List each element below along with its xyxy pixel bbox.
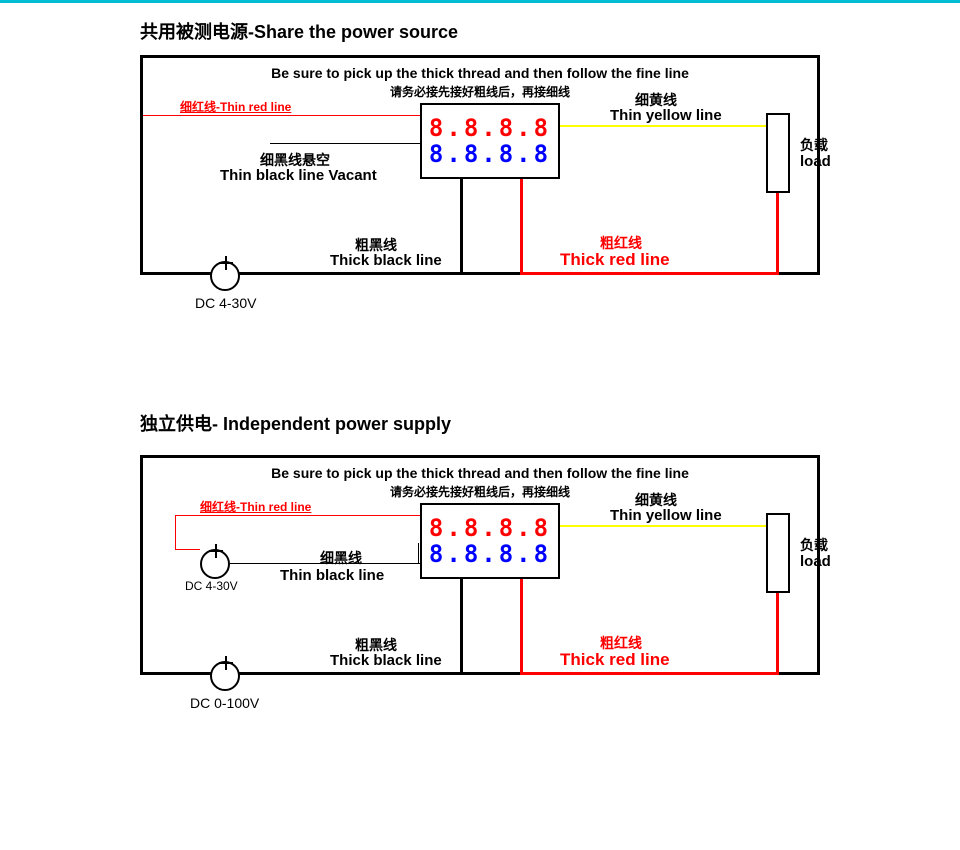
- thin-black-cn: 细黑线: [320, 548, 362, 568]
- diagram-shared-power: Be sure to pick up the thick thread and …: [140, 55, 860, 315]
- load-en: load: [800, 553, 831, 570]
- meter-display: 8.8.8.8 8.8.8.8: [420, 503, 560, 579]
- wire-thick-red-v2: [776, 593, 779, 675]
- dc-main: DC 0-100V: [190, 695, 259, 711]
- thick-black-en: Thick black line: [330, 652, 442, 669]
- display-voltage: 8.8.8.8: [429, 515, 551, 541]
- wire-thin-red: [143, 115, 420, 116]
- load-cn: 负载: [800, 135, 828, 155]
- thin-black-en: Thin black line: [280, 567, 384, 584]
- diagram-independent-power: Be sure to pick up the thick thread and …: [140, 455, 860, 715]
- load-box: [766, 113, 790, 193]
- dc-small: DC 4-30V: [185, 579, 238, 593]
- section2-title-en: Independent power supply: [218, 414, 451, 434]
- wire-thin-red: [175, 515, 420, 516]
- warning-en: Be sure to pick up the thick thread and …: [200, 65, 760, 81]
- wire-thick-black-v: [460, 179, 463, 275]
- voltage-source-icon: [210, 261, 240, 291]
- section1-title: 共用被测电源-Share the power source: [140, 18, 458, 44]
- display-current: 8.8.8.8: [429, 541, 551, 567]
- thin-yellow-en: Thin yellow line: [610, 507, 722, 524]
- wire-thick-red-v2: [776, 193, 779, 275]
- aux-voltage-source-icon: [200, 549, 230, 579]
- voltage-source-icon: [210, 661, 240, 691]
- thin-red-label: 细红线-Thin red line: [180, 98, 291, 115]
- thin-yellow-en: Thin yellow line: [610, 107, 722, 124]
- wire-thick-red-h: [520, 672, 778, 675]
- thick-red-en: Thick red line: [560, 650, 670, 670]
- cyan-top-border: [0, 0, 960, 3]
- load-box: [766, 513, 790, 593]
- thick-black-en: Thick black line: [330, 252, 442, 269]
- wire-thin-yellow: [560, 125, 778, 127]
- section2-title: 独立供电- Independent power supply: [140, 410, 451, 436]
- wire-thin-red-v: [175, 515, 176, 549]
- wire-thin-red-tosrc: [175, 549, 200, 550]
- display-voltage: 8.8.8.8: [429, 115, 551, 141]
- wire-thick-red-v: [520, 179, 523, 275]
- thick-red-en: Thick red line: [560, 250, 670, 270]
- wire-thick-black-v: [460, 579, 463, 675]
- section2-title-cn: 独立供电-: [140, 414, 218, 434]
- wire-thin-black-v: [418, 543, 419, 563]
- section1-title-cn: 共用被测电源-: [140, 22, 254, 42]
- warning-en: Be sure to pick up the thick thread and …: [200, 465, 760, 481]
- wire-thick-red-v: [520, 579, 523, 675]
- wire-thin-yellow: [560, 525, 778, 527]
- load-en: load: [800, 153, 831, 170]
- thin-black-en: Thin black line Vacant: [220, 167, 377, 184]
- thin-red-label: 细红线-Thin red line: [200, 498, 311, 515]
- wire-thick-red-h: [520, 272, 778, 275]
- dc-label: DC 4-30V: [195, 295, 256, 311]
- wire-thin-black: [270, 143, 420, 144]
- load-cn: 负载: [800, 535, 828, 555]
- section1-title-en: Share the power source: [254, 22, 458, 42]
- meter-display: 8.8.8.8 8.8.8.8: [420, 103, 560, 179]
- display-current: 8.8.8.8: [429, 141, 551, 167]
